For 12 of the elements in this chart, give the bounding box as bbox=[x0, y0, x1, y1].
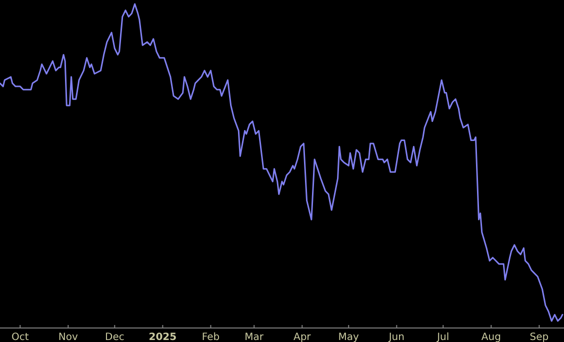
x-tick-label: Oct bbox=[11, 332, 29, 342]
x-tick-label: May bbox=[338, 332, 360, 342]
x-tick-label: Sep bbox=[530, 332, 549, 342]
x-tick-label: Mar bbox=[244, 332, 264, 342]
x-tick-label: Nov bbox=[58, 332, 78, 342]
x-tick-label: 2025 bbox=[148, 332, 177, 342]
x-tick-label: Feb bbox=[202, 332, 220, 342]
x-tick-label: Aug bbox=[481, 332, 501, 342]
x-tick-label: Jul bbox=[436, 332, 450, 342]
x-tick-label: Jun bbox=[388, 332, 404, 342]
x-tick-label: Apr bbox=[293, 332, 312, 342]
x-tick-label: Dec bbox=[104, 332, 124, 342]
